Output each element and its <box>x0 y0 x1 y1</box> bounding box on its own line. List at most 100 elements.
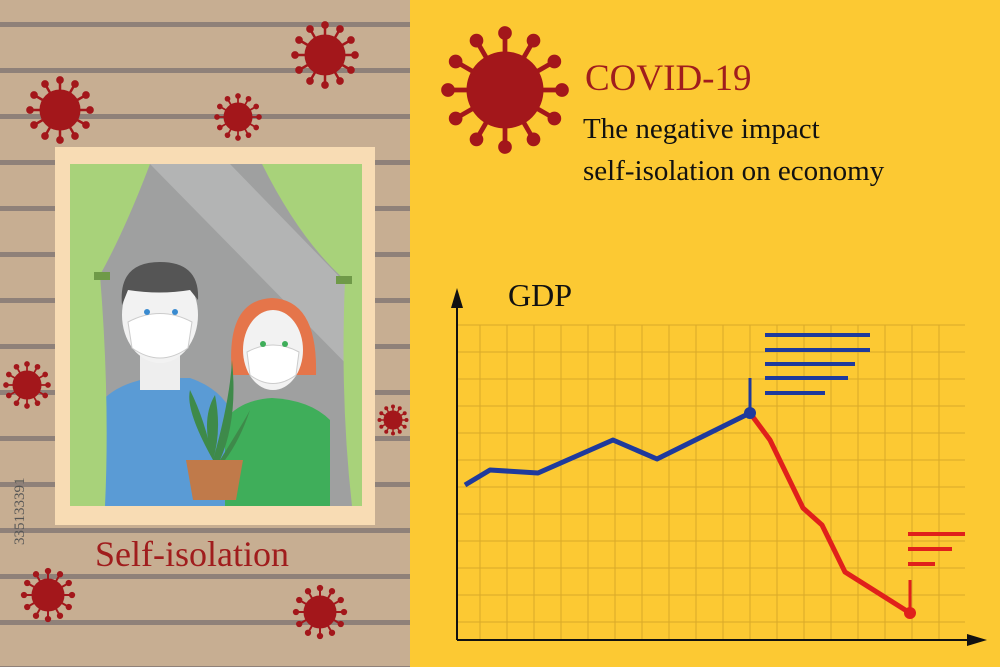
man-mask <box>127 313 193 359</box>
spike-tip <box>304 629 312 636</box>
spike-tip <box>336 25 344 33</box>
arrow <box>451 288 463 308</box>
spike-tip <box>34 363 41 370</box>
spike-tip <box>44 567 52 575</box>
plank-line <box>0 22 410 27</box>
spike-tip <box>45 382 51 388</box>
spike-tip <box>235 135 241 141</box>
spike-tip <box>13 400 20 407</box>
spike-tip <box>469 132 484 147</box>
spike-tip <box>216 103 223 110</box>
spike-tip <box>82 121 90 129</box>
plank-line <box>0 574 410 579</box>
spike-tip <box>379 424 384 429</box>
curtain-tie <box>94 272 110 280</box>
spike-tip <box>441 83 455 97</box>
spike-tip <box>235 93 241 99</box>
spike-tip <box>384 406 389 411</box>
virus-body <box>31 578 65 612</box>
spike-tip <box>316 632 324 640</box>
spike-tip <box>304 588 312 595</box>
eye <box>172 309 178 315</box>
spike-tip <box>32 612 40 619</box>
spike-tip <box>214 114 220 120</box>
woman-shirt <box>225 398 330 506</box>
spike-tip <box>34 400 41 407</box>
pot <box>186 460 243 500</box>
spike-tip <box>24 403 30 409</box>
spike-tip <box>547 111 562 126</box>
spike-tip <box>56 612 64 619</box>
spike-tip <box>41 132 49 140</box>
eye <box>144 309 150 315</box>
spike-tip <box>397 406 402 411</box>
spike-tip <box>216 124 223 131</box>
virus-body <box>304 34 346 76</box>
spike-tip <box>295 66 303 74</box>
spike-tip <box>56 76 64 84</box>
virus-body <box>303 595 337 629</box>
spike-tip <box>224 132 231 139</box>
spike-tip <box>336 77 344 85</box>
plank-line <box>0 528 410 533</box>
virus <box>292 584 348 640</box>
window-caption: Self-isolation <box>95 534 289 574</box>
falling-line <box>747 411 912 616</box>
spike-tip <box>3 382 9 388</box>
spike-tip <box>448 54 463 69</box>
spike-tip <box>526 132 541 147</box>
spike-tip <box>24 603 31 611</box>
virus-body <box>466 51 544 129</box>
spike-tip <box>253 103 260 110</box>
plank-line <box>0 620 410 625</box>
eye <box>282 341 288 347</box>
spike-tip <box>295 36 303 44</box>
virus <box>20 567 76 623</box>
virus <box>441 26 569 154</box>
eye <box>260 341 266 347</box>
spike-tip <box>56 136 64 144</box>
curtain-tie <box>336 276 352 284</box>
low-dot <box>904 607 916 619</box>
plank-line <box>0 68 410 73</box>
chart-label: GDP <box>508 277 572 313</box>
spike-tip <box>351 51 359 59</box>
spike-tip <box>328 588 336 595</box>
spike-tip <box>402 424 407 429</box>
spike-tip <box>526 33 541 48</box>
spike-tip <box>340 608 348 616</box>
spike-tip <box>347 66 355 74</box>
spike-tip <box>44 615 52 623</box>
spike-tip <box>224 95 231 102</box>
plank-line <box>0 114 410 119</box>
spike-tip <box>377 418 382 422</box>
spike-tip <box>32 571 40 578</box>
spike-tip <box>24 579 31 587</box>
curtain-right <box>262 164 362 506</box>
spike-tip <box>292 608 300 616</box>
spike-tip <box>321 81 329 89</box>
spike-tip <box>316 584 324 592</box>
virus-body <box>12 370 42 400</box>
spike-tip <box>65 603 72 611</box>
virus <box>377 404 409 436</box>
spike-tip <box>379 411 384 416</box>
spike-tip <box>402 411 407 416</box>
virus-body <box>223 102 253 132</box>
spike-tip <box>296 620 303 628</box>
spike-tip <box>347 36 355 44</box>
stock-id: 335133391 <box>12 478 28 546</box>
spike-tip <box>384 429 389 434</box>
spike-tip <box>68 591 76 599</box>
spike-tip <box>71 132 79 140</box>
virus <box>26 76 94 144</box>
spike-tip <box>42 371 49 378</box>
virus <box>214 93 262 141</box>
spike-tip <box>5 371 12 378</box>
spike-tip <box>291 51 299 59</box>
spike-tip <box>448 111 463 126</box>
spike-tip <box>391 404 395 409</box>
spike-tip <box>306 25 314 33</box>
spike-tip <box>555 83 569 97</box>
